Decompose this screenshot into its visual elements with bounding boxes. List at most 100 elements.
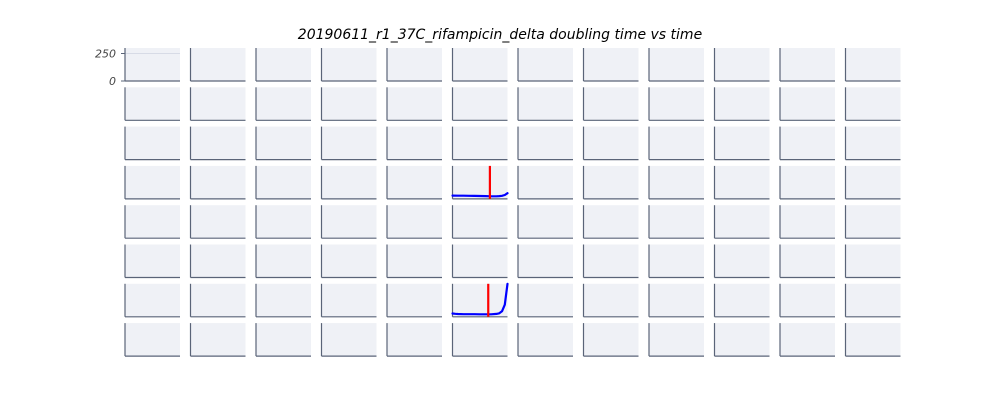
subplot-panel bbox=[582, 48, 639, 82]
subplot-panel bbox=[517, 48, 573, 82]
panel-background bbox=[125, 283, 180, 317]
subplot-panel bbox=[648, 126, 704, 161]
panel-background bbox=[649, 87, 704, 121]
subplot-panel bbox=[517, 205, 573, 239]
panel-background bbox=[518, 126, 573, 160]
panel-background bbox=[387, 244, 442, 278]
panel-background bbox=[387, 48, 442, 81]
panel-background bbox=[387, 165, 442, 199]
panel-background bbox=[845, 244, 901, 278]
panel-background bbox=[452, 48, 508, 81]
panel-background bbox=[845, 165, 901, 199]
subplot-panel bbox=[582, 244, 639, 279]
panel-background bbox=[583, 165, 639, 199]
panel-background bbox=[714, 165, 770, 199]
subplot-panel bbox=[386, 48, 442, 82]
subplot-panel bbox=[386, 323, 442, 357]
panel-background bbox=[190, 48, 246, 81]
panel-background bbox=[321, 283, 377, 317]
panel-background bbox=[190, 165, 246, 199]
panel-background bbox=[518, 87, 573, 121]
panel-background bbox=[518, 48, 573, 81]
panel-background bbox=[649, 48, 704, 81]
panel-background bbox=[256, 87, 311, 121]
panel-background bbox=[452, 126, 508, 160]
subplot-panel bbox=[844, 244, 901, 279]
panel-background bbox=[714, 205, 770, 239]
subplot-panel bbox=[451, 323, 508, 357]
subplot-panel bbox=[713, 283, 770, 318]
subplot-panel bbox=[779, 244, 835, 279]
subplot-panel bbox=[255, 323, 311, 357]
subplot-panel bbox=[386, 165, 442, 200]
subplot-panel bbox=[844, 87, 901, 121]
subplot-panel bbox=[320, 165, 377, 200]
panel-background bbox=[518, 283, 573, 317]
subplot-panel bbox=[517, 244, 573, 279]
panel-background bbox=[780, 283, 835, 317]
series-line bbox=[451, 192, 509, 198]
panel-background bbox=[583, 283, 639, 317]
subplot-panel bbox=[320, 87, 377, 121]
subplot-panel bbox=[451, 87, 508, 121]
subplot-panel bbox=[582, 165, 639, 200]
panel-background bbox=[256, 283, 311, 317]
panel-background bbox=[452, 283, 508, 317]
subplot-panel bbox=[255, 87, 311, 121]
subplot-panel bbox=[255, 48, 311, 82]
subplot-panel bbox=[320, 205, 377, 239]
subplot-panel bbox=[844, 283, 901, 318]
panel-background bbox=[321, 205, 377, 239]
subplot-panel bbox=[517, 126, 573, 161]
panel-background bbox=[780, 126, 835, 160]
subplot-panel bbox=[779, 165, 835, 200]
subplot-panel bbox=[189, 165, 246, 200]
subplot-panel bbox=[386, 283, 442, 318]
panel-background bbox=[845, 87, 901, 121]
subplot-panel bbox=[517, 323, 573, 357]
panel-background bbox=[125, 323, 180, 357]
panel-background bbox=[780, 244, 835, 278]
y-tick-label: 0 bbox=[109, 75, 116, 88]
panel-background bbox=[256, 244, 311, 278]
panel-background bbox=[321, 244, 377, 278]
panel-grid: 250 0 bbox=[95, 48, 901, 357]
subplot-panel bbox=[451, 48, 508, 82]
panel-background bbox=[452, 205, 508, 239]
subplot-panel bbox=[320, 323, 377, 357]
panel-background bbox=[518, 205, 573, 239]
subplot-panel bbox=[320, 283, 377, 318]
subplot-panel bbox=[713, 48, 770, 82]
subplot-panel bbox=[582, 87, 639, 121]
subplot-panel bbox=[255, 126, 311, 161]
subplot-panel bbox=[189, 87, 246, 121]
subplot-panel bbox=[320, 48, 377, 82]
panel-background bbox=[518, 244, 573, 278]
subplot-panel bbox=[648, 87, 704, 121]
subplot-panel bbox=[648, 48, 704, 82]
subplot-panel bbox=[844, 323, 901, 357]
subplot-panel bbox=[648, 283, 704, 318]
subplot-panel bbox=[255, 165, 311, 200]
panel-background bbox=[583, 244, 639, 278]
subplot-panel bbox=[451, 126, 508, 161]
panel-background bbox=[321, 323, 377, 357]
subplot-panel bbox=[713, 87, 770, 121]
subplot-panel bbox=[124, 283, 180, 318]
panel-background bbox=[780, 165, 835, 199]
panel-background bbox=[125, 126, 180, 160]
subplot-panel bbox=[124, 323, 180, 357]
panel-background bbox=[125, 165, 180, 199]
panel-background bbox=[190, 205, 246, 239]
panel-background bbox=[125, 48, 180, 81]
panel-background bbox=[125, 244, 180, 278]
panel-background bbox=[583, 48, 639, 81]
subplot-panel bbox=[451, 283, 508, 318]
subplot-panel bbox=[124, 126, 180, 161]
subplot-panel bbox=[713, 126, 770, 161]
panel-background bbox=[780, 48, 835, 81]
panel-background bbox=[780, 87, 835, 121]
subplot-panel bbox=[386, 87, 442, 121]
panel-background bbox=[256, 48, 311, 81]
panel-background bbox=[190, 244, 246, 278]
